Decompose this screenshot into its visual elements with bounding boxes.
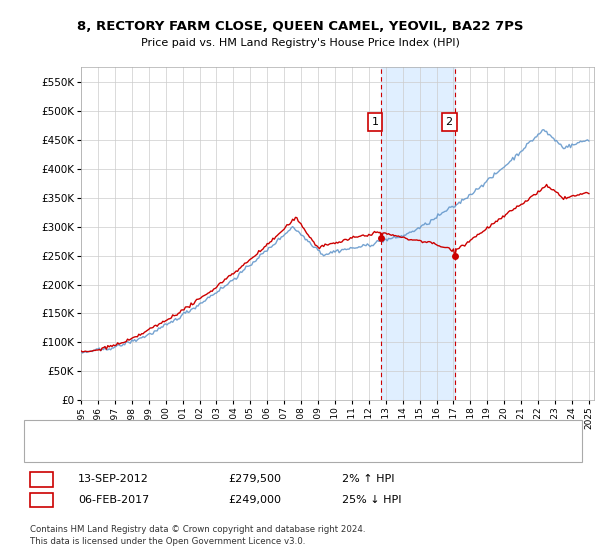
Text: 2% ↑ HPI: 2% ↑ HPI bbox=[342, 474, 395, 484]
Text: HPI: Average price, detached house, Somerset: HPI: Average price, detached house, Some… bbox=[60, 446, 287, 456]
Text: Price paid vs. HM Land Registry's House Price Index (HPI): Price paid vs. HM Land Registry's House … bbox=[140, 38, 460, 48]
Text: 2: 2 bbox=[38, 494, 45, 505]
Text: 8, RECTORY FARM CLOSE, QUEEN CAMEL, YEOVIL, BA22 7PS (detached house): 8, RECTORY FARM CLOSE, QUEEN CAMEL, YEOV… bbox=[60, 427, 443, 437]
Text: 1: 1 bbox=[371, 117, 379, 127]
Bar bbox=[381, 67, 455, 400]
Text: 2: 2 bbox=[446, 117, 452, 127]
Text: 8, RECTORY FARM CLOSE, QUEEN CAMEL, YEOVIL, BA22 7PS: 8, RECTORY FARM CLOSE, QUEEN CAMEL, YEOV… bbox=[77, 20, 523, 32]
Text: 25% ↓ HPI: 25% ↓ HPI bbox=[342, 494, 401, 505]
Text: 13-SEP-2012: 13-SEP-2012 bbox=[78, 474, 149, 484]
Text: Contains HM Land Registry data © Crown copyright and database right 2024.
This d: Contains HM Land Registry data © Crown c… bbox=[30, 525, 365, 546]
Text: 06-FEB-2017: 06-FEB-2017 bbox=[78, 494, 149, 505]
Text: £279,500: £279,500 bbox=[228, 474, 281, 484]
Text: 1: 1 bbox=[38, 474, 45, 484]
Text: £249,000: £249,000 bbox=[228, 494, 281, 505]
